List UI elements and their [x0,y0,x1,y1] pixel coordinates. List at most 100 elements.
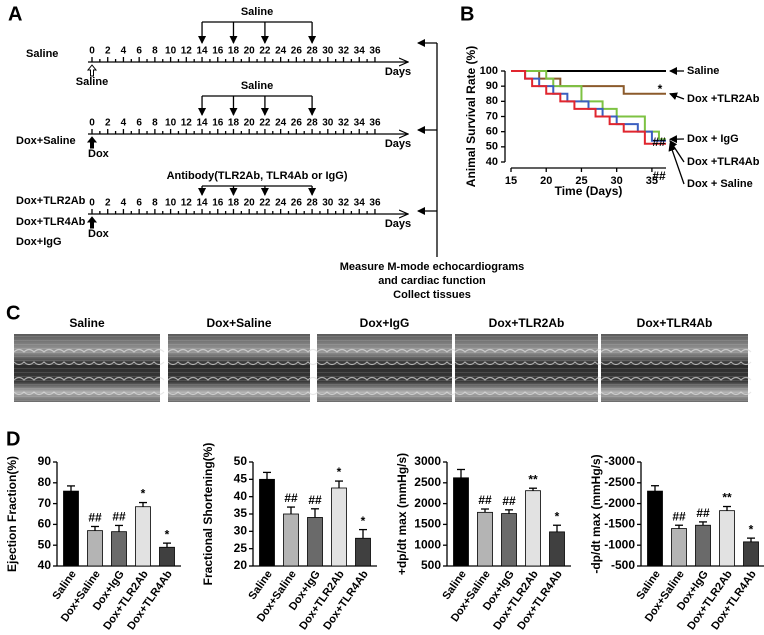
group-label: Dox+TLR2Ab [16,195,86,207]
echo-wave [600,348,752,353]
timeline-tick-label: 12 [181,198,193,209]
bracket-label: Antibody(TLR2Ab, TLR4Ab or IgG) [167,170,348,182]
echo-image [600,334,752,402]
timeline-tick-label: 12 [181,118,193,129]
significance: ## [112,510,126,524]
y-tick-label: 40 [38,558,52,572]
timeline-tick-label: 16 [212,198,224,209]
timeline-tick-label: 6 [136,198,142,209]
legend-arrow [668,142,685,185]
echo-title: Dox+IgG [360,316,410,330]
y-axis-label: Fractional Shortening(%) [201,443,215,586]
outcome-text: Collect tissues [393,289,471,301]
echo-wave [600,376,752,381]
y-tick-label: 3000 [414,454,441,468]
bar [647,490,663,567]
echo-title: Dox+TLR2Ab [489,316,565,330]
echo-wave [316,376,458,381]
bar [87,530,103,567]
echo-image [454,334,606,402]
significance: ## [308,493,322,507]
timeline-tick-label: 32 [338,46,350,57]
timeline-tick-label: 22 [259,118,271,129]
annotation: * [658,82,663,96]
error-bar [457,468,465,478]
timeline-tick-label: 30 [322,118,334,129]
timeline-tick-label: 36 [369,198,381,209]
echo-wave [167,361,319,366]
echo-wave [316,361,458,366]
echo-wave [454,361,606,366]
significance: ## [696,506,710,520]
echo-image [316,334,458,402]
timeline-tick-label: 30 [322,46,334,57]
timeline-tick-label: 14 [196,46,208,57]
y-tick-label: 50 [234,454,248,468]
timeline-tick-label: 0 [89,198,95,209]
timeline-tick-label: 14 [196,118,208,129]
timeline-tick-label: 20 [244,198,256,209]
x-tick-label: 15 [505,175,517,187]
timeline-tick-label: 4 [121,198,127,209]
timeline-tick-label: 10 [165,46,177,57]
start-arrow [86,64,98,77]
bar [477,511,493,567]
echo-image [13,334,165,402]
timeline-tick-label: 10 [165,118,177,129]
start-label: Saline [76,76,108,88]
timeline-tick-label: 0 [89,118,95,129]
error-bar [699,521,707,526]
annotation: ## [652,135,666,149]
y-tick-label: 90 [486,80,498,92]
significance: ## [88,511,102,525]
echo-image [167,334,319,402]
timeline-tick-label: 8 [152,46,158,57]
timeline-tick-label: 14 [196,198,208,209]
error-bar [481,508,489,513]
bar [111,531,127,567]
echo-wave [454,348,606,353]
error-bar [359,528,367,539]
echo-texture [317,334,452,402]
y-tick-label: 50 [486,141,498,153]
y-tick-label: -1500 [604,517,635,531]
group-label: Dox+TLR4Ab [16,216,86,228]
y-tick-label: 2000 [414,496,441,510]
y-tick-label: 90 [38,454,52,468]
bar [159,546,175,567]
bar [259,478,275,567]
legend-label: Saline [687,65,719,77]
timeline-tick-label: 32 [338,118,350,129]
panel-label: C [6,302,20,324]
y-tick-label: 70 [38,496,52,510]
y-axis-label: Ejection Fraction(%) [5,456,19,572]
y-tick-label: 20 [234,558,248,572]
significance: ## [672,509,686,523]
outcome-text: and cardiac function [378,275,486,287]
y-tick-label: 30 [234,524,248,538]
error-bar [91,525,99,531]
outcome-text: Measure M-mode echocardiograms [340,261,525,273]
timeline-tick-label: 8 [152,198,158,209]
timeline-tick-label: 18 [228,46,240,57]
echo-title: Dox+TLR4Ab [637,316,713,330]
bar [283,513,299,567]
error-bar [505,509,513,514]
timeline-tick-label: 26 [291,46,303,57]
bar [307,517,323,567]
significance: * [749,522,754,536]
x-axis-label: Time (Days) [555,184,623,198]
timeline-tick-label: 0 [89,46,95,57]
timeline-tick-label: 24 [275,118,287,129]
bar [135,506,151,567]
significance: ## [502,494,516,508]
annotation: ## [652,169,666,183]
timeline-tick-label: 2 [105,118,111,129]
start-arrow [86,136,98,149]
echo-wave [600,361,752,366]
error-bar [553,524,561,532]
y-tick-label: 45 [234,472,248,486]
timeline-tick-label: 16 [212,118,224,129]
y-tick-label: 70 [486,110,498,122]
error-bar [67,485,75,492]
